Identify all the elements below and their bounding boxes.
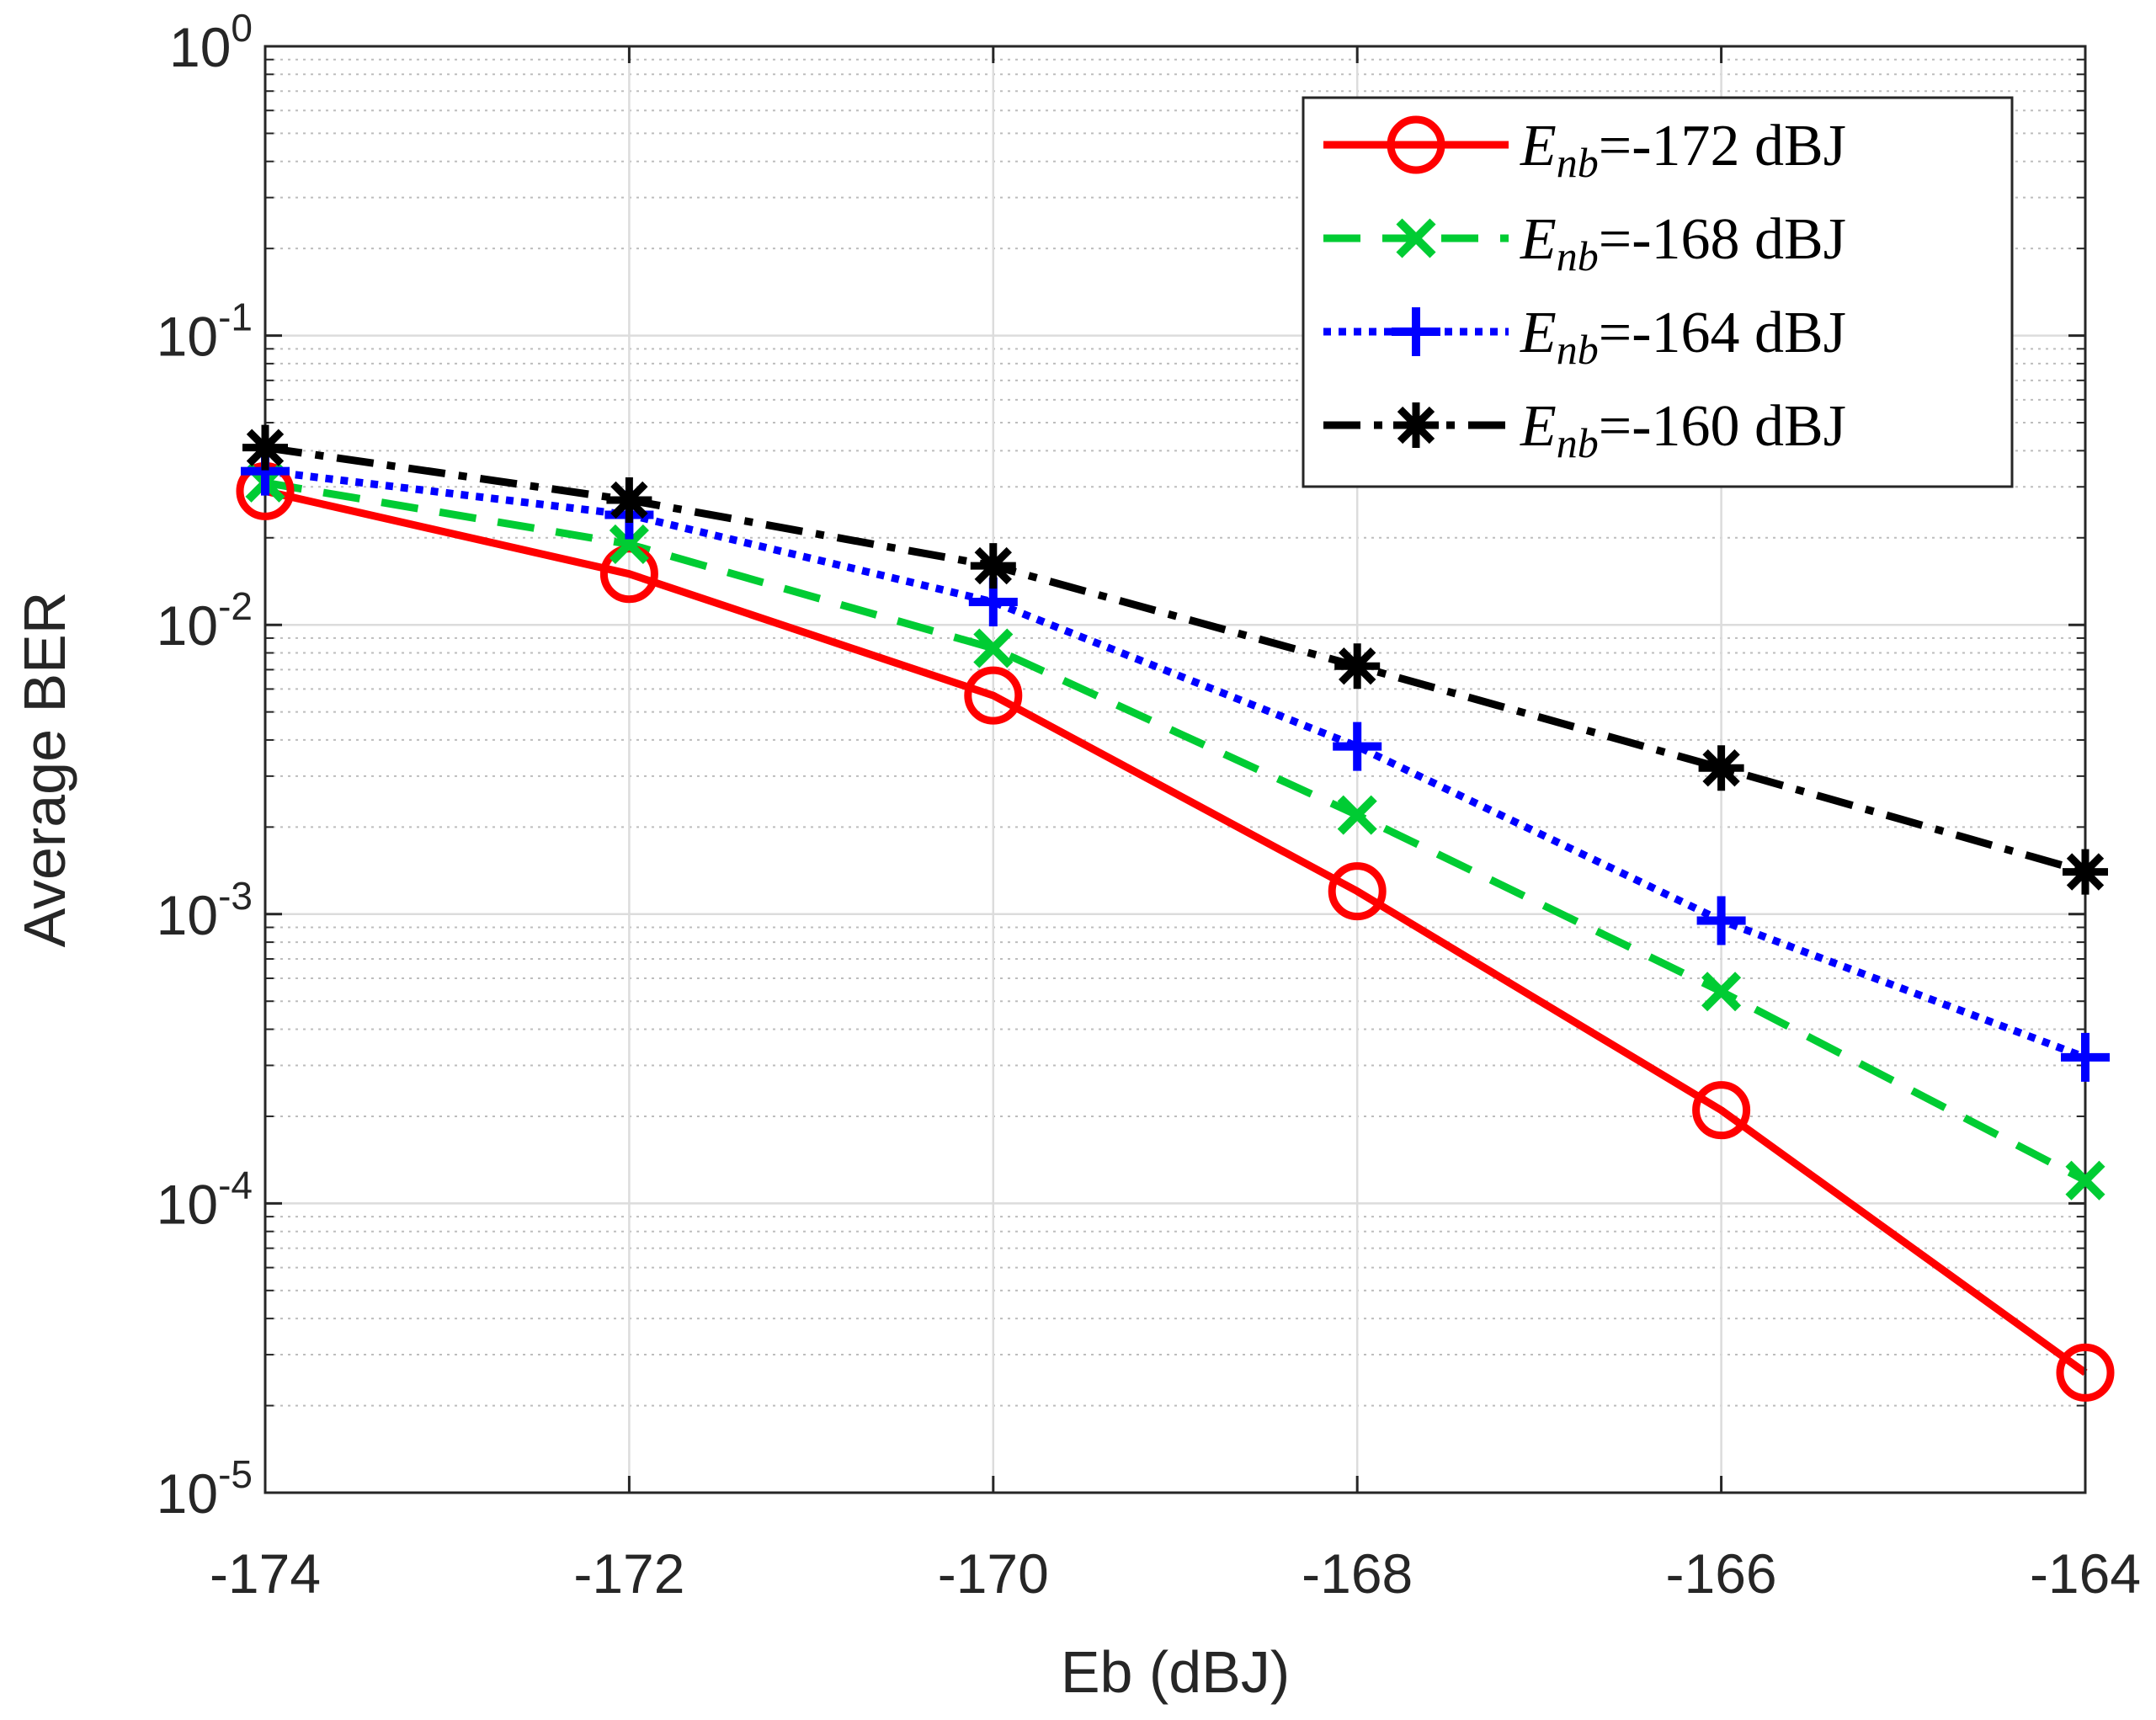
data-point-s4-p6: [2063, 849, 2108, 895]
series-line-2: [264, 478, 2088, 1185]
legend-marker: [1392, 307, 1440, 356]
data-point-s4-p3-shape: [970, 543, 1016, 589]
data-point-s4-p4: [1334, 643, 1381, 690]
data-point-s2-p2: [609, 524, 649, 564]
legend-marker-shape: [1387, 115, 1445, 174]
data-point-s1-p3: [964, 666, 1023, 725]
series-lines: [264, 444, 2088, 1377]
data-point-s4-p6-shape: [2063, 849, 2108, 895]
x-tick-label: -164: [2030, 1542, 2141, 1605]
data-point-s1-p4: [1328, 862, 1387, 921]
legend-marker-shape: [1393, 402, 1439, 448]
data-point-s1-p6: [2056, 1343, 2115, 1402]
data-point-s3-p6: [2061, 1032, 2110, 1082]
series-line-3: [264, 467, 2087, 1062]
data-point-s3-p5-shape: [1696, 896, 1746, 945]
data-point-s2-p5-shape: [1701, 972, 1742, 1012]
data-point-s4-p2-shape: [606, 477, 652, 523]
y-tick-label: 10-4: [157, 1163, 253, 1235]
data-point-s2-p6: [2065, 1160, 2105, 1201]
x-tick-label: -170: [938, 1542, 1049, 1605]
data-point-s1-p4-shape: [1328, 862, 1387, 921]
legend-item-3: Enb=-164 dBJ: [1323, 301, 1846, 373]
y-tick-label: 10-1: [157, 296, 253, 368]
data-point-s3-p4: [1333, 722, 1382, 771]
data-point-s4-p5: [1698, 745, 1744, 791]
data-point-s1-p3-shape: [964, 666, 1023, 725]
ticks: 10-5 10-4 10-3 10-2 10-1 100 -174 -172 -170 -168 -…: [157, 6, 2141, 1605]
y-tick-label: 10-2: [157, 584, 253, 657]
data-point-s1-p5-shape: [1692, 1081, 1751, 1140]
legend-label: Enb=-160 dBJ: [1520, 394, 1846, 466]
y-tick-label: 10-3: [157, 874, 253, 946]
legend-item-2: Enb=-168 dBJ: [1323, 207, 1846, 280]
data-point-s4-p3: [970, 543, 1016, 589]
x-tick-label: -168: [1302, 1542, 1413, 1605]
data-point-s4-p5-shape: [1698, 745, 1744, 791]
legend-item-4: Enb=-160 dBJ: [1323, 394, 1846, 466]
data-point-s2-p5: [1701, 972, 1742, 1012]
legend-marker: [1396, 218, 1436, 258]
x-tick-label: -172: [573, 1542, 684, 1605]
data-point-s4-p4-shape: [1334, 643, 1381, 690]
legend-marker-shape: [1392, 307, 1440, 356]
data-point-s2-p6-shape: [2065, 1160, 2105, 1201]
data-point-s3-p4-shape: [1333, 722, 1382, 771]
data-point-s4-p1-shape: [242, 424, 288, 471]
data-point-s2-p3-shape: [973, 628, 1014, 668]
x-tick-label: -166: [1666, 1542, 1777, 1605]
data-point-s1-p6-shape: [2056, 1343, 2115, 1402]
y-tick-label: 100: [169, 6, 253, 78]
legend-marker: [1393, 402, 1439, 448]
series-line-1: [264, 487, 2088, 1377]
data-point-s2-p4: [1337, 795, 1377, 835]
x-axis-label: Eb (dBJ): [1061, 1639, 1290, 1705]
legend-label: Enb=-164 dBJ: [1520, 301, 1846, 373]
axes-box: [264, 45, 2087, 1494]
series-markers: [236, 424, 2115, 1402]
series-line-4: [264, 444, 2087, 876]
x-tick-label: -174: [210, 1542, 321, 1605]
legend-item-1: Enb=-172 dBJ: [1323, 114, 1846, 186]
data-point-s2-p2-shape: [609, 524, 649, 564]
legend: Enb=-172 dBJ Enb=-168 dBJ Enb=-164 dBJ Enb=…: [1302, 96, 2014, 488]
data-point-s4-p2: [606, 477, 652, 523]
data-point-s1-p5: [1692, 1081, 1751, 1140]
legend-marker: [1387, 115, 1445, 174]
legend-label: Enb=-172 dBJ: [1520, 114, 1846, 186]
data-point-s2-p4-shape: [1337, 795, 1377, 835]
data-point-s3-p5: [1696, 896, 1746, 945]
data-point-s2-p3: [973, 628, 1014, 668]
legend-marker-shape: [1396, 218, 1436, 258]
y-axis-label: Average BER: [12, 592, 77, 948]
y-tick-label: 10-5: [157, 1452, 253, 1525]
data-point-s4-p1: [242, 424, 288, 471]
data-point-s3-p6-shape: [2061, 1032, 2110, 1082]
legend-label: Enb=-168 dBJ: [1520, 207, 1846, 280]
